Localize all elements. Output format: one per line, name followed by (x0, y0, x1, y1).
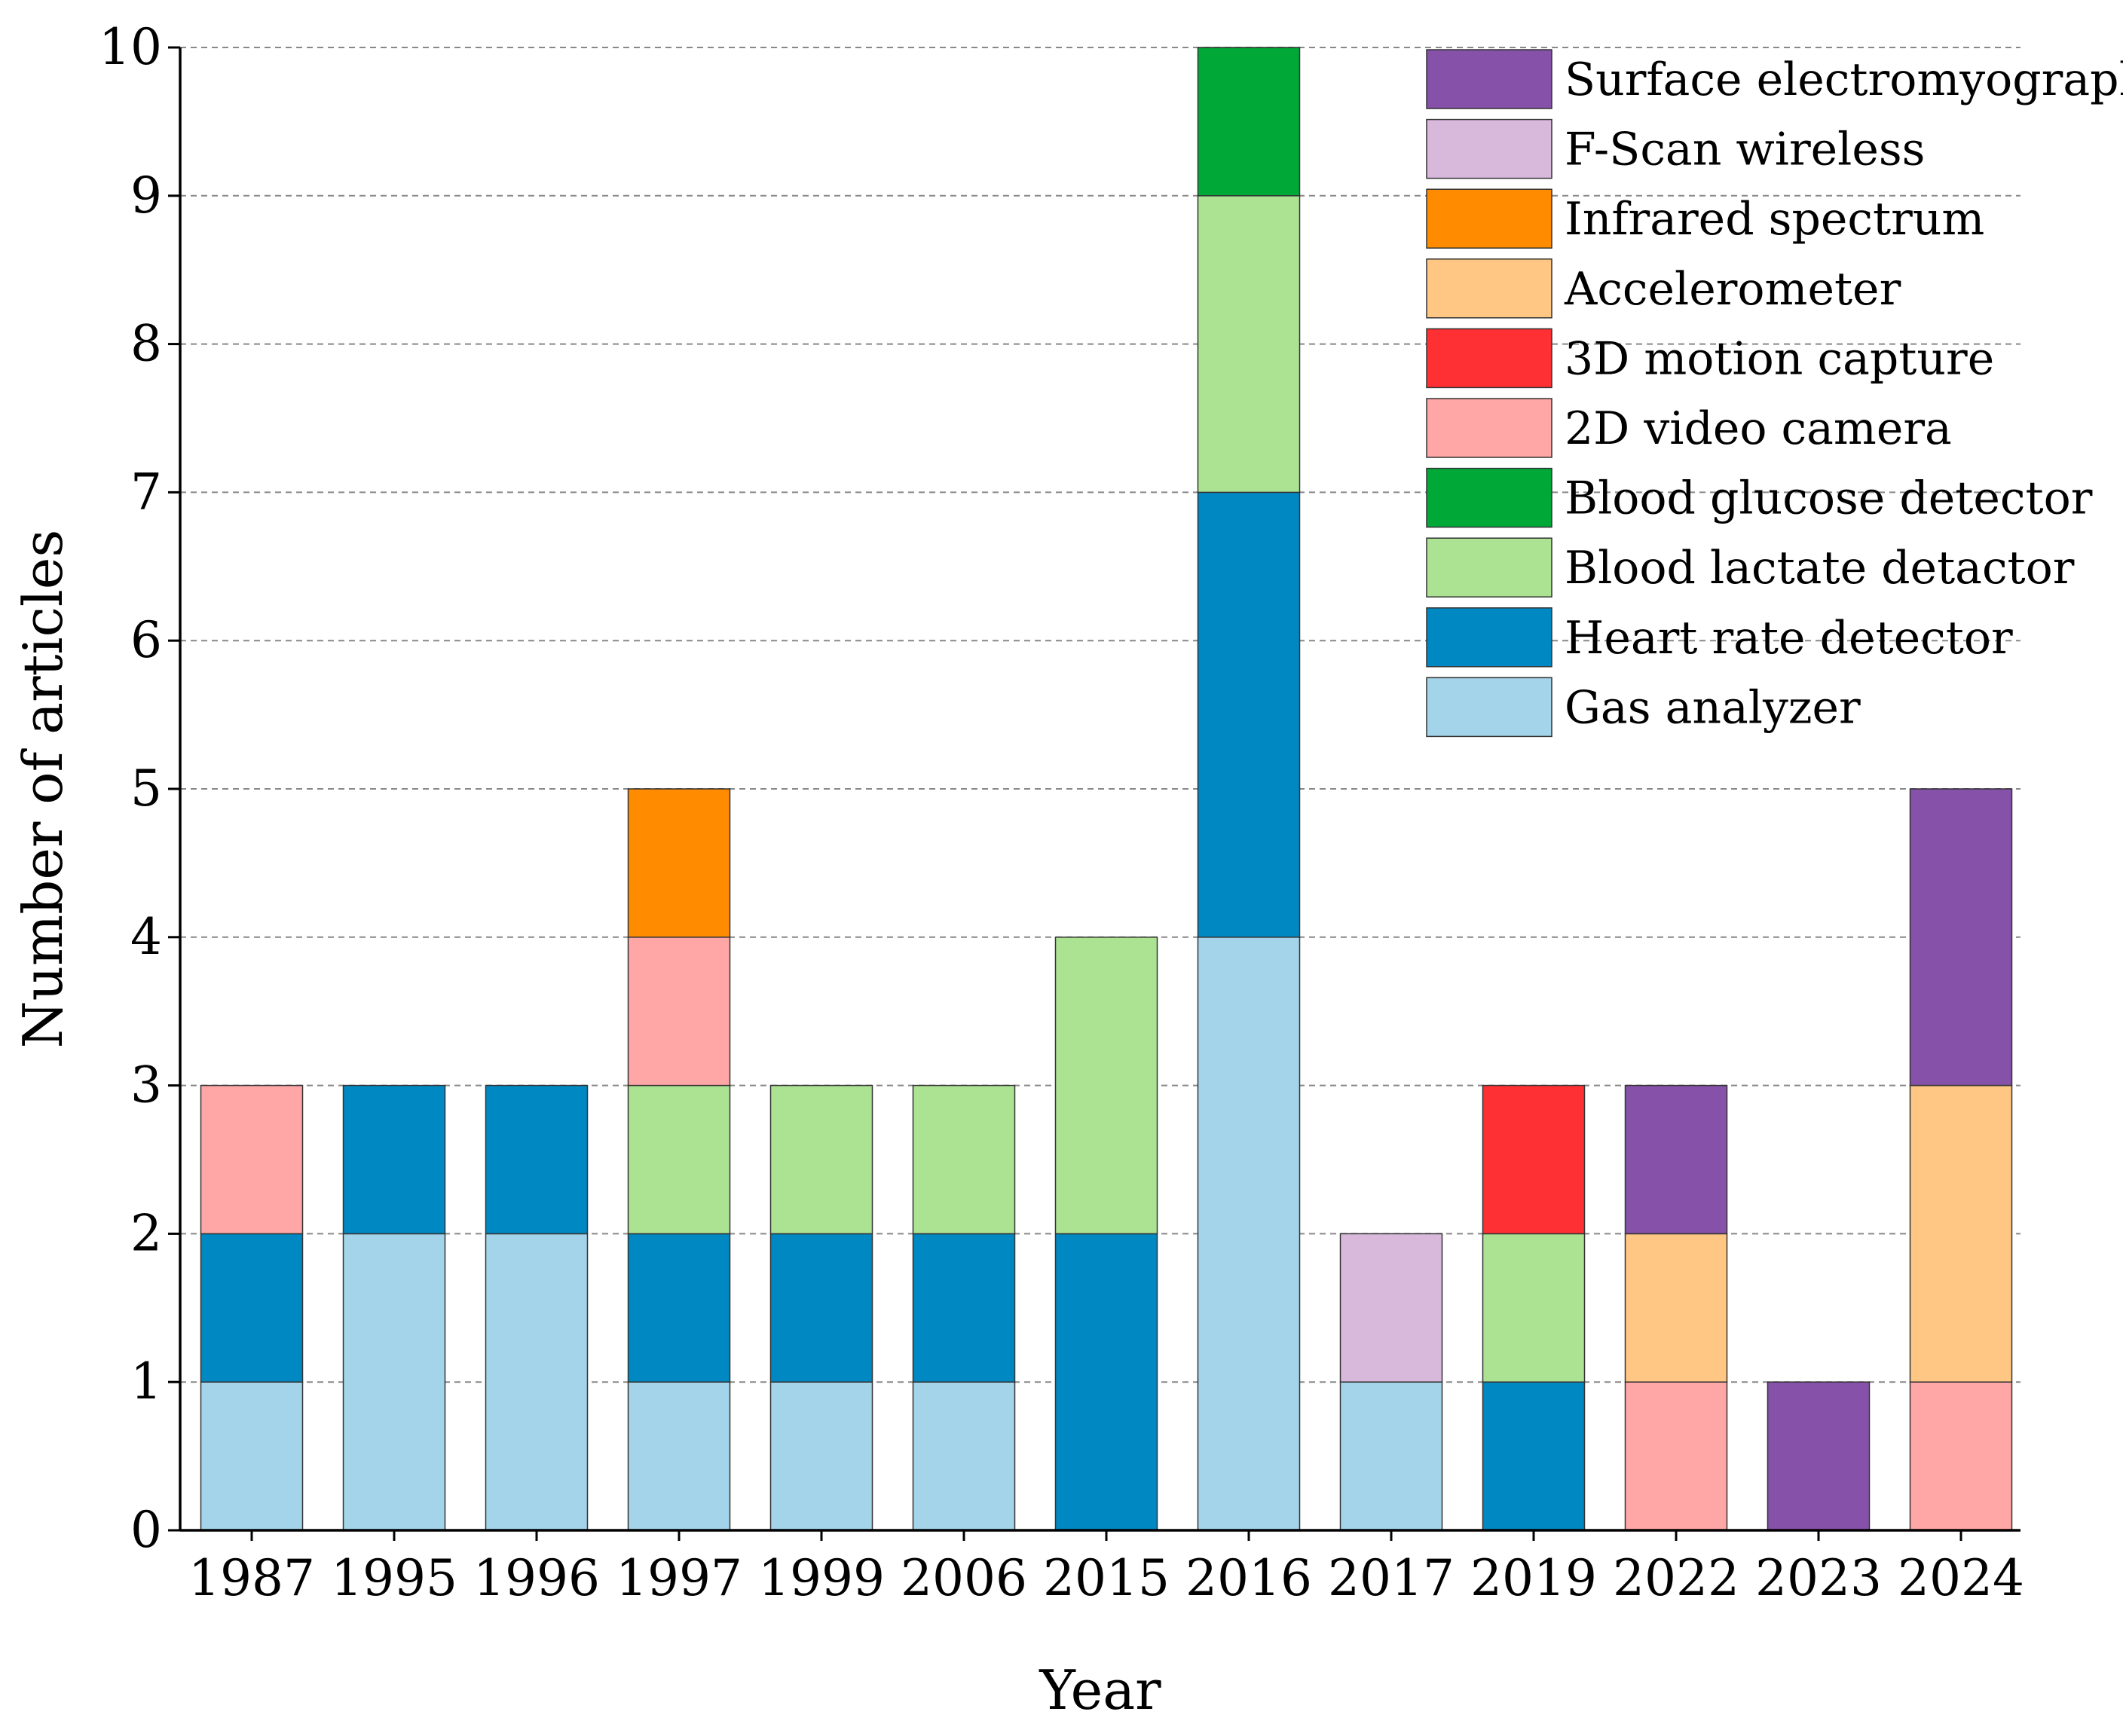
legend-label: Blood lactate detactor (1565, 542, 2075, 594)
y-tick-label: 1 (130, 1352, 162, 1410)
bar-segment (1054, 1233, 1158, 1531)
legend-label: Gas analyzer (1565, 681, 1861, 734)
bar-segment (627, 1084, 731, 1235)
x-tick-label: 2023 (1755, 1549, 1882, 1607)
bar-segment (627, 1233, 731, 1383)
bar-segment (912, 1084, 1016, 1235)
bar-segment (1624, 1381, 1728, 1531)
legend-swatch (1426, 49, 1552, 109)
bar-segment (1909, 788, 2013, 1087)
bar-segment (912, 1381, 1016, 1531)
bar-segment (1482, 1233, 1586, 1383)
legend-swatch (1426, 607, 1552, 668)
legend-swatch (1426, 118, 1552, 179)
legend-label: Blood glucose detector (1565, 472, 2093, 525)
x-tick-label: 2019 (1470, 1549, 1597, 1607)
bar-segment (1339, 1233, 1443, 1383)
legend-swatch (1426, 188, 1552, 249)
legend-swatch (1426, 328, 1552, 389)
x-tick-label: 2024 (1898, 1549, 2024, 1607)
bar-segment (1054, 937, 1158, 1235)
x-tick-label: 2015 (1043, 1549, 1170, 1607)
x-tick-label: 1999 (758, 1549, 885, 1607)
legend-swatch (1426, 677, 1552, 738)
legend-label: Infrared spectrum (1565, 193, 1984, 246)
bar-segment (1197, 47, 1301, 197)
bar-segment (1624, 1084, 1728, 1235)
x-axis-title: Year (1039, 1658, 1161, 1722)
bar-segment (627, 937, 731, 1087)
bar-segment (342, 1233, 446, 1531)
bar-segment (769, 1233, 873, 1383)
bar-segment (1197, 195, 1301, 494)
legend-label: 2D video camera (1565, 402, 1952, 455)
bar-segment (627, 788, 731, 938)
legend-label: Surface electromyography (1565, 53, 2123, 106)
bars (200, 47, 2013, 1531)
bar-segment (342, 1084, 446, 1235)
legend: Surface electromyography F-Scan wireless I… (1426, 49, 2123, 738)
bar-segment (1482, 1084, 1586, 1235)
y-tick-label: 4 (130, 908, 162, 966)
bar-segment (769, 1084, 873, 1235)
bar-segment (912, 1233, 1016, 1383)
bar-segment (1909, 1084, 2013, 1383)
bar-segment (1197, 937, 1301, 1531)
y-tick-label: 6 (130, 611, 162, 669)
x-tick-label: 2017 (1328, 1549, 1455, 1607)
axes: 1987 1995 1996 1997 1999 2006 2015 2016 2017 2019… (99, 18, 2024, 1607)
bar-segment (1339, 1381, 1443, 1531)
y-tick-label: 2 (130, 1204, 162, 1262)
y-tick-label: 5 (130, 760, 162, 818)
bar-segment (200, 1084, 304, 1235)
bar-segment (1624, 1233, 1728, 1383)
legend-label: 3D motion capture (1565, 332, 1994, 385)
x-tick-label: 1995 (331, 1549, 457, 1607)
bar-segment (1482, 1381, 1586, 1531)
x-tick-label: 1997 (616, 1549, 742, 1607)
legend-swatch (1426, 537, 1552, 598)
y-tick-label: 3 (130, 1056, 162, 1114)
y-tick-label: 8 (130, 315, 162, 373)
x-tick-label: 2006 (901, 1549, 1027, 1607)
y-axis-title: Number of articles (11, 530, 75, 1049)
x-tick-label: 2022 (1613, 1549, 1739, 1607)
legend-label: F-Scan wireless (1565, 124, 1925, 176)
bar-segment (1909, 1381, 2013, 1531)
legend-swatch (1426, 258, 1552, 319)
bar-segment (485, 1084, 589, 1235)
legend-label: Accelerometer (1564, 263, 1901, 316)
bar-segment (1767, 1381, 1871, 1531)
bar-segment (200, 1381, 304, 1531)
y-tick-label: 10 (99, 18, 162, 76)
bar-segment (627, 1381, 731, 1531)
x-tick-label: 1987 (188, 1549, 315, 1607)
legend-label: Heart rate detector (1565, 612, 2013, 665)
y-tick-label: 0 (130, 1501, 162, 1559)
bar-segment (769, 1381, 873, 1531)
legend-swatch (1426, 398, 1552, 458)
bar-segment (485, 1233, 589, 1531)
x-tick-label: 2016 (1185, 1549, 1312, 1607)
y-tick-label: 7 (130, 463, 162, 521)
legend-swatch (1426, 467, 1552, 528)
bar-segment (200, 1233, 304, 1383)
bar-segment (1197, 491, 1301, 938)
y-tick-label: 9 (130, 167, 162, 225)
x-tick-label: 1996 (473, 1549, 600, 1607)
